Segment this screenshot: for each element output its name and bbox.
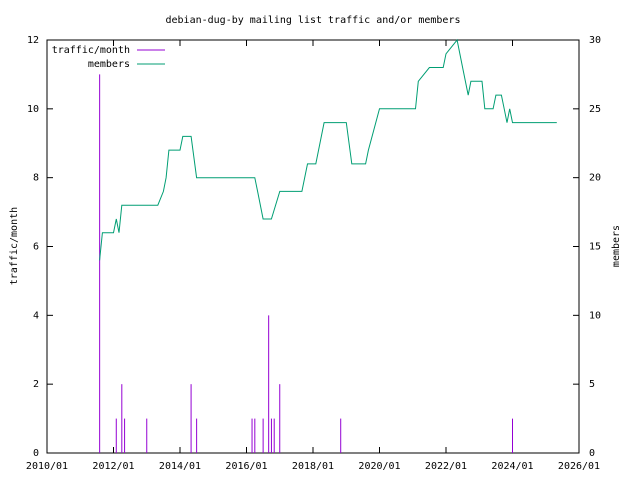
y2-tick-label: 10 [589, 310, 601, 321]
y-tick-label: 4 [33, 310, 39, 321]
x-tick-label: 2024/01 [491, 461, 533, 472]
x-tick-label: 2014/01 [159, 461, 201, 472]
legend-label: traffic/month [52, 45, 130, 56]
y-tick-label: 10 [27, 104, 39, 115]
y2-tick-label: 20 [589, 173, 601, 184]
chart-title: debian-dug-by mailing list traffic and/o… [165, 15, 460, 26]
y-tick-label: 6 [33, 242, 39, 253]
y-tick-label: 12 [27, 35, 39, 46]
x-tick-label: 2018/01 [292, 461, 334, 472]
legend-label: members [88, 59, 130, 70]
y2-tick-label: 30 [589, 35, 601, 46]
x-tick-label: 2010/01 [26, 461, 68, 472]
x-tick-label: 2012/01 [92, 461, 134, 472]
y2-axis-label: members [611, 225, 622, 267]
x-tick-label: 2022/01 [425, 461, 467, 472]
x-tick-label: 2026/01 [558, 461, 600, 472]
x-tick-label: 2016/01 [225, 461, 267, 472]
y-axis-label: traffic/month [9, 207, 20, 285]
y-tick-label: 2 [33, 379, 39, 390]
x-tick-label: 2020/01 [358, 461, 400, 472]
y-tick-label: 0 [33, 448, 39, 459]
y-tick-label: 8 [33, 173, 39, 184]
y2-tick-label: 5 [589, 379, 595, 390]
line [99, 38, 557, 261]
y2-tick-label: 25 [589, 104, 601, 115]
y2-tick-label: 15 [589, 242, 601, 253]
y2-tick-label: 0 [589, 448, 595, 459]
